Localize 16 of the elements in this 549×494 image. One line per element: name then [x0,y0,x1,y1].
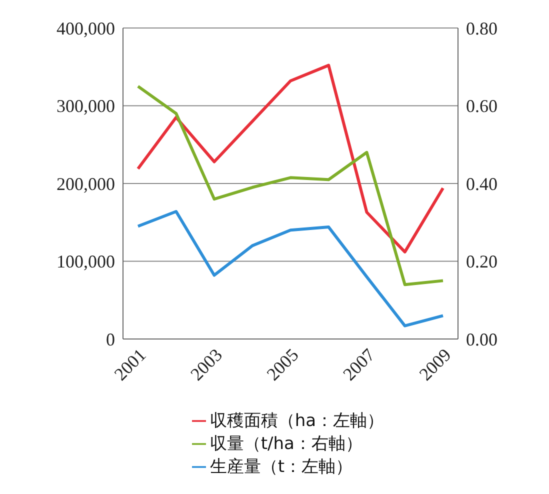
y2-tick-label: 0.60 [466,96,498,116]
y-tick-label: 100,000 [56,252,115,272]
y-tick-label: 0 [106,329,115,350]
legend-label: 収穫面積（ha：左軸） [210,411,384,431]
y2-tick-label: 0.00 [466,329,498,350]
line-series [136,64,444,254]
line-series [136,84,444,286]
legend-label: 生産量（t：左軸） [210,457,353,477]
y-tick-label: 200,000 [56,174,115,194]
y2-tick-label: 0.40 [466,174,498,194]
y-tick-label: 400,000 [56,18,115,38]
y2-tick-label: 0.80 [466,18,498,38]
line-series [136,210,444,328]
legend-label: 収量（t/ha：右軸） [210,434,362,454]
y-tick-label: 300,000 [56,96,115,116]
y2-tick-label: 0.20 [466,252,498,272]
